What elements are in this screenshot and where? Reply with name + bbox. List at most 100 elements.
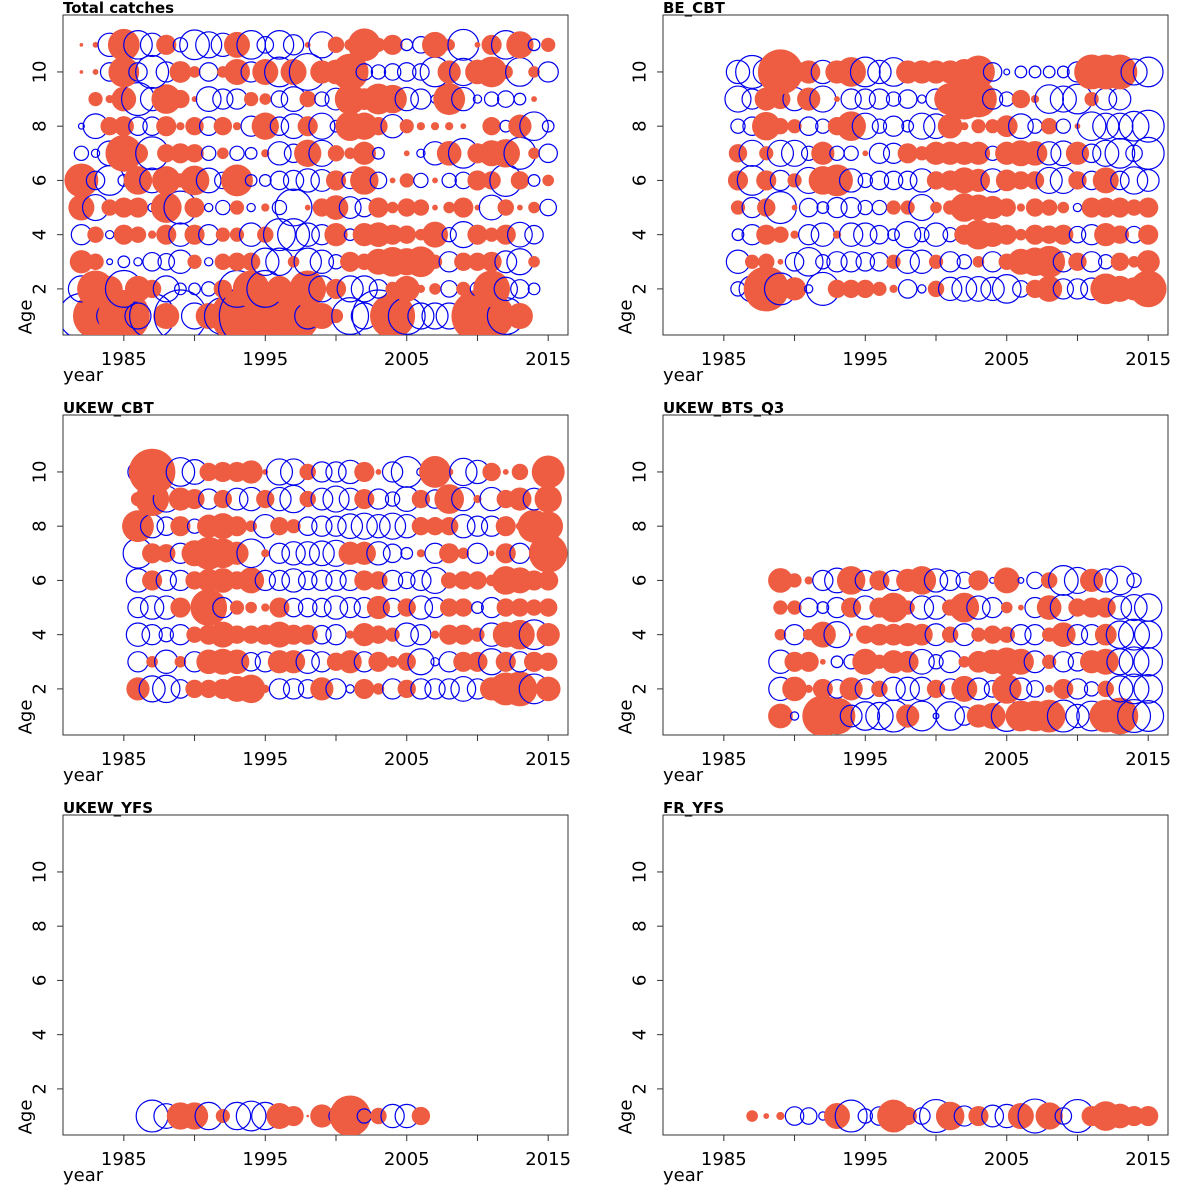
bubble-positive xyxy=(214,253,232,271)
y-tick-label: 8 xyxy=(629,120,650,131)
plot-frame xyxy=(662,14,1169,336)
bubble-negative xyxy=(235,1100,267,1132)
bubble-positive xyxy=(199,679,218,699)
bubble-negative xyxy=(1118,673,1150,705)
x-axis-label: year xyxy=(663,365,704,386)
bubble-positive xyxy=(930,201,942,214)
bubble-negative xyxy=(1036,141,1062,166)
bubble-positive xyxy=(152,166,181,195)
bubble-negative xyxy=(871,118,888,134)
y-axis-label: Age xyxy=(15,700,36,735)
x-tick-label: 2005 xyxy=(384,349,430,370)
bubble-positive xyxy=(811,141,835,165)
bubble-negative xyxy=(282,34,305,56)
bubble-negative xyxy=(244,146,258,160)
bubble-negative xyxy=(966,595,991,620)
bubble-positive xyxy=(730,200,746,215)
bubble-negative xyxy=(390,455,423,488)
y-tick-label: 4 xyxy=(629,229,650,240)
bubble-negative xyxy=(966,677,990,701)
bubble-positive xyxy=(100,116,119,136)
bubble-negative xyxy=(857,1108,874,1124)
bubble-negative xyxy=(322,485,350,513)
bubble-negative xyxy=(73,145,90,162)
bubble-positive xyxy=(774,628,787,641)
bubble-positive xyxy=(1035,1102,1063,1130)
bubble-positive xyxy=(484,227,499,242)
bubble-negative xyxy=(868,142,891,164)
bubble-positive xyxy=(411,516,431,536)
bubble-positive xyxy=(960,122,969,131)
bubble-negative xyxy=(244,174,258,187)
bubble-positive xyxy=(146,655,158,668)
bubble-negative xyxy=(838,222,864,247)
bubble-negative xyxy=(981,88,1004,110)
bubble-negative xyxy=(803,284,814,294)
bubble-negative xyxy=(513,92,527,106)
bubble-negative xyxy=(383,63,402,81)
bubble-positive xyxy=(416,284,425,294)
bubble-negative xyxy=(483,91,500,107)
bubble-positive xyxy=(926,171,946,190)
bubble-positive xyxy=(127,197,149,218)
y-tick-label: 6 xyxy=(29,575,50,586)
bubble-negative xyxy=(312,624,332,645)
bubble-positive xyxy=(113,224,134,245)
bubble-positive xyxy=(1136,250,1160,274)
bubble-positive xyxy=(244,91,259,107)
bubble-positive xyxy=(1107,1103,1133,1129)
bubble-positive xyxy=(129,226,147,243)
bubble-positive xyxy=(245,601,257,614)
bubble-negative xyxy=(311,515,333,537)
bubble-negative xyxy=(410,569,432,592)
bubble-positive xyxy=(153,303,180,330)
bubble-positive xyxy=(127,143,149,164)
bubble-negative xyxy=(337,513,364,540)
bubble-negative xyxy=(200,145,217,162)
bubble-positive xyxy=(809,621,836,648)
bubble-negative xyxy=(441,226,457,243)
bubble-positive xyxy=(756,224,777,245)
bubble-positive xyxy=(823,1103,850,1130)
bubble-positive xyxy=(261,149,270,158)
bubble-negative xyxy=(325,623,347,646)
bubble-negative xyxy=(1104,137,1136,169)
bubble-positive xyxy=(422,221,449,248)
bubble-positive xyxy=(331,53,369,91)
bubble-positive xyxy=(896,650,919,673)
bubble-negative xyxy=(1133,646,1164,677)
y-tick-label: 10 xyxy=(29,860,50,883)
bubble-negative xyxy=(494,250,518,274)
bubble-positive xyxy=(770,88,791,110)
bubble-negative xyxy=(906,700,938,732)
bubble-positive xyxy=(966,141,991,165)
bubble-negative xyxy=(165,457,196,487)
x-tick-label: 2005 xyxy=(984,1149,1030,1170)
bubble-positive xyxy=(299,90,316,108)
bubble-positive xyxy=(87,226,104,243)
bubble-negative xyxy=(311,461,333,483)
panel-fr-yfs: FR_YFS 1985 1995 2005 2015 2 4 6 8 10 year Age xyxy=(615,799,1171,1186)
bubble-positive xyxy=(998,626,1015,643)
bubble-negative xyxy=(274,188,313,227)
bubble-positive xyxy=(482,116,501,136)
bubble-positive xyxy=(995,169,1018,192)
bubble-positive xyxy=(473,494,482,504)
bubble-negative xyxy=(203,202,214,213)
bubble-negative xyxy=(283,597,304,618)
bubble-negative xyxy=(350,512,378,540)
bubble-negative xyxy=(1007,113,1034,140)
bubble-positive xyxy=(1007,1103,1034,1130)
bubble-negative xyxy=(215,199,231,216)
bubble-negative xyxy=(325,569,347,592)
bubble-positive xyxy=(534,485,562,513)
bubble-negative xyxy=(355,63,374,81)
bubble-positive xyxy=(491,139,520,168)
bubble-positive xyxy=(324,223,348,247)
bubble-positive xyxy=(257,226,274,243)
y-tick-label: 8 xyxy=(29,120,50,131)
bubble-positive xyxy=(983,625,1002,644)
bubble-positive xyxy=(226,516,248,537)
bubble-negative xyxy=(1118,646,1150,678)
bubble-negative xyxy=(338,196,362,220)
